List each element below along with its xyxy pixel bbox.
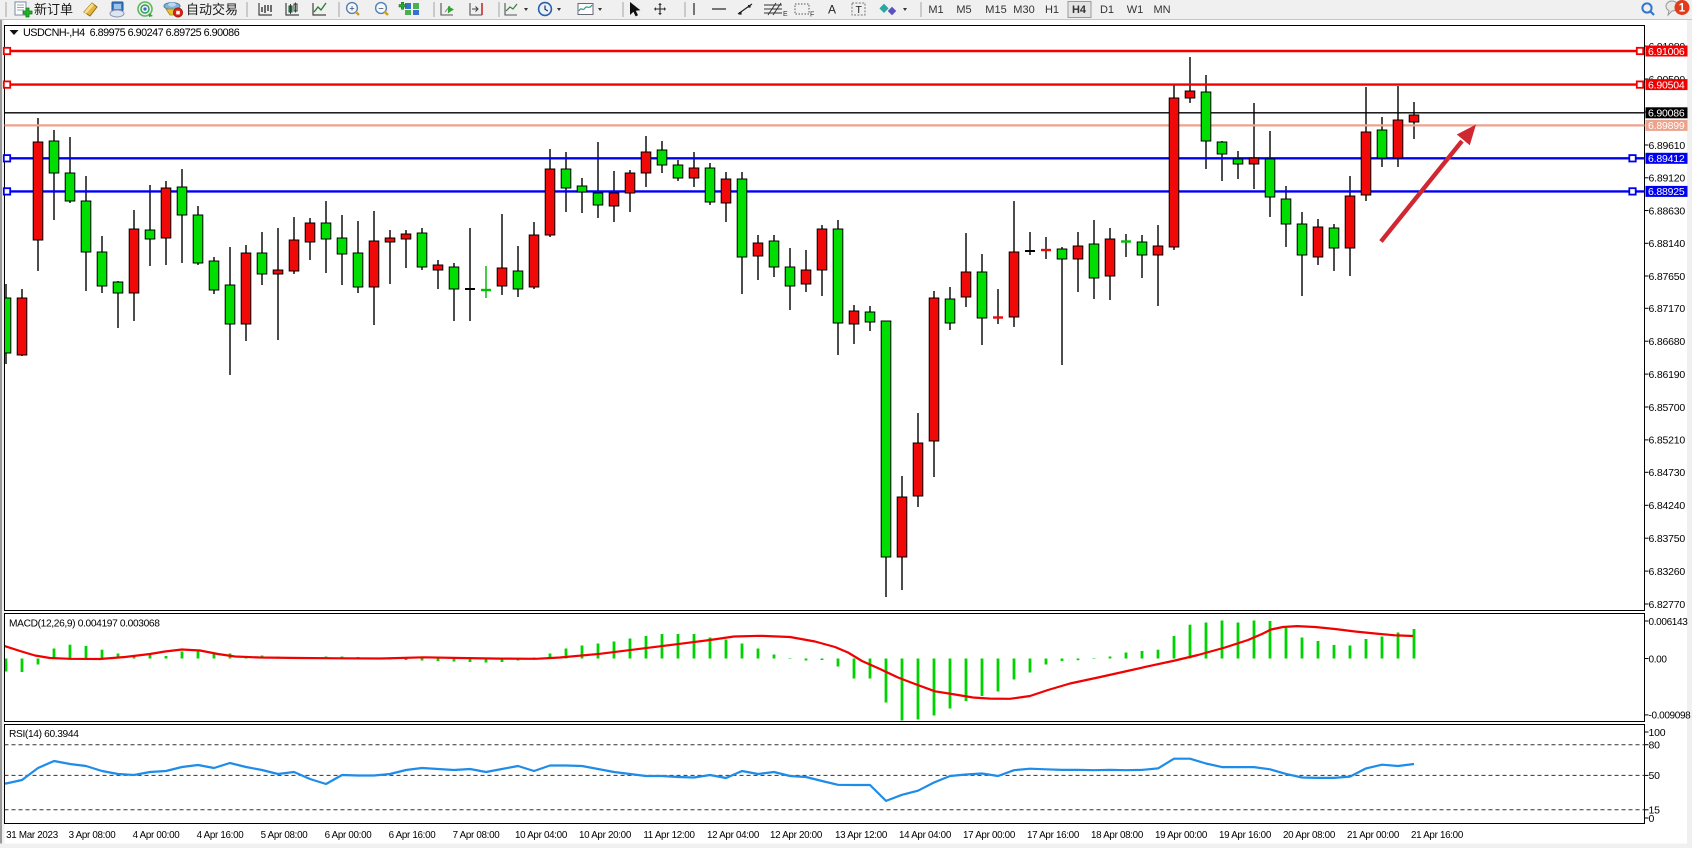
- svg-text:6.90504: 6.90504: [1648, 79, 1685, 91]
- svg-text:6.87650: 6.87650: [1649, 271, 1686, 283]
- svg-text:W1: W1: [1127, 4, 1144, 16]
- svg-text:+: +: [349, 3, 355, 14]
- svg-text:USDCNH-,H4 6.89975 6.90247 6.: USDCNH-,H4 6.89975 6.90247 6.89725 6.900…: [23, 27, 240, 39]
- svg-text:6 Apr 16:00: 6 Apr 16:00: [389, 830, 437, 841]
- svg-text:7 Apr 08:00: 7 Apr 08:00: [453, 830, 501, 841]
- svg-text:M1: M1: [928, 4, 943, 16]
- svg-text:3 Apr 08:00: 3 Apr 08:00: [69, 830, 117, 841]
- svg-text:−: −: [378, 3, 384, 14]
- svg-text:12 Apr 04:00: 12 Apr 04:00: [707, 830, 760, 841]
- svg-text:10 Apr 04:00: 10 Apr 04:00: [515, 830, 568, 841]
- svg-text:RSI(14) 60.3944: RSI(14) 60.3944: [9, 729, 79, 740]
- svg-text:6.84730: 6.84730: [1649, 467, 1686, 479]
- svg-text:17 Apr 16:00: 17 Apr 16:00: [1027, 830, 1080, 841]
- svg-text:21 Apr 00:00: 21 Apr 00:00: [1347, 830, 1400, 841]
- svg-text:6.88140: 6.88140: [1649, 238, 1686, 250]
- svg-text:6.85700: 6.85700: [1649, 402, 1686, 414]
- svg-text:14 Apr 04:00: 14 Apr 04:00: [899, 830, 952, 841]
- svg-text:H1: H1: [1045, 4, 1059, 16]
- svg-text:H4: H4: [1072, 4, 1087, 16]
- svg-text:0.00: 0.00: [1649, 654, 1668, 665]
- svg-text:0: 0: [1649, 813, 1655, 825]
- svg-text:6.88630: 6.88630: [1649, 205, 1686, 217]
- svg-text:自动交易: 自动交易: [186, 2, 238, 17]
- svg-text:6.89899: 6.89899: [1648, 120, 1685, 132]
- svg-text:6.83260: 6.83260: [1649, 566, 1686, 578]
- svg-text:T: T: [856, 4, 863, 16]
- svg-text:F: F: [810, 12, 814, 19]
- svg-text:MN: MN: [1153, 4, 1170, 16]
- svg-text:M30: M30: [1013, 4, 1034, 16]
- svg-text:4 Apr 00:00: 4 Apr 00:00: [133, 830, 181, 841]
- svg-text:6.86680: 6.86680: [1649, 336, 1686, 348]
- svg-text:18 Apr 08:00: 18 Apr 08:00: [1091, 830, 1144, 841]
- svg-text:19 Apr 16:00: 19 Apr 16:00: [1219, 830, 1272, 841]
- svg-text:6.90086: 6.90086: [1648, 108, 1685, 120]
- svg-text:E: E: [783, 11, 788, 18]
- svg-text:6 Apr 00:00: 6 Apr 00:00: [325, 830, 373, 841]
- svg-text:11 Apr 12:00: 11 Apr 12:00: [643, 830, 695, 841]
- svg-text:6.85210: 6.85210: [1649, 435, 1686, 447]
- svg-text:13 Apr 12:00: 13 Apr 12:00: [835, 830, 888, 841]
- svg-text:0.006143: 0.006143: [1649, 617, 1689, 628]
- svg-text:6.84240: 6.84240: [1649, 500, 1686, 512]
- svg-text:6.83750: 6.83750: [1649, 533, 1686, 545]
- svg-text:-0.009098: -0.009098: [1649, 711, 1692, 722]
- svg-text:50: 50: [1649, 770, 1661, 782]
- svg-text:15: 15: [1649, 805, 1661, 817]
- svg-text:21 Apr 16:00: 21 Apr 16:00: [1411, 830, 1464, 841]
- svg-text:6.91006: 6.91006: [1648, 46, 1685, 58]
- svg-text:17 Apr 00:00: 17 Apr 00:00: [963, 830, 1016, 841]
- svg-text:A: A: [828, 3, 836, 17]
- svg-text:6.88925: 6.88925: [1648, 186, 1685, 198]
- svg-text:M5: M5: [956, 4, 971, 16]
- svg-text:6.89412: 6.89412: [1648, 153, 1685, 165]
- svg-text:12 Apr 20:00: 12 Apr 20:00: [770, 830, 823, 841]
- svg-text:6.87170: 6.87170: [1649, 303, 1686, 315]
- svg-text:M15: M15: [985, 4, 1006, 16]
- svg-text:1: 1: [1679, 3, 1686, 15]
- svg-text:100: 100: [1649, 727, 1666, 739]
- svg-text:10 Apr 20:00: 10 Apr 20:00: [579, 830, 632, 841]
- svg-text:6.89120: 6.89120: [1649, 173, 1686, 185]
- svg-text:MACD(12,26,9) 0.004197 0.00306: MACD(12,26,9) 0.004197 0.003068: [9, 619, 160, 630]
- svg-text:4 Apr 16:00: 4 Apr 16:00: [197, 830, 245, 841]
- svg-text:6.86190: 6.86190: [1649, 369, 1686, 381]
- svg-text:5 Apr 08:00: 5 Apr 08:00: [261, 830, 309, 841]
- svg-text:31 Mar 2023: 31 Mar 2023: [6, 830, 59, 841]
- svg-text:20 Apr 08:00: 20 Apr 08:00: [1283, 830, 1336, 841]
- svg-text:19 Apr 00:00: 19 Apr 00:00: [1155, 830, 1208, 841]
- svg-text:D1: D1: [1100, 4, 1114, 16]
- svg-text:6.82770: 6.82770: [1649, 599, 1686, 611]
- svg-text:80: 80: [1649, 740, 1661, 752]
- svg-text:新订单: 新订单: [34, 2, 73, 17]
- svg-text:6.89610: 6.89610: [1649, 140, 1686, 152]
